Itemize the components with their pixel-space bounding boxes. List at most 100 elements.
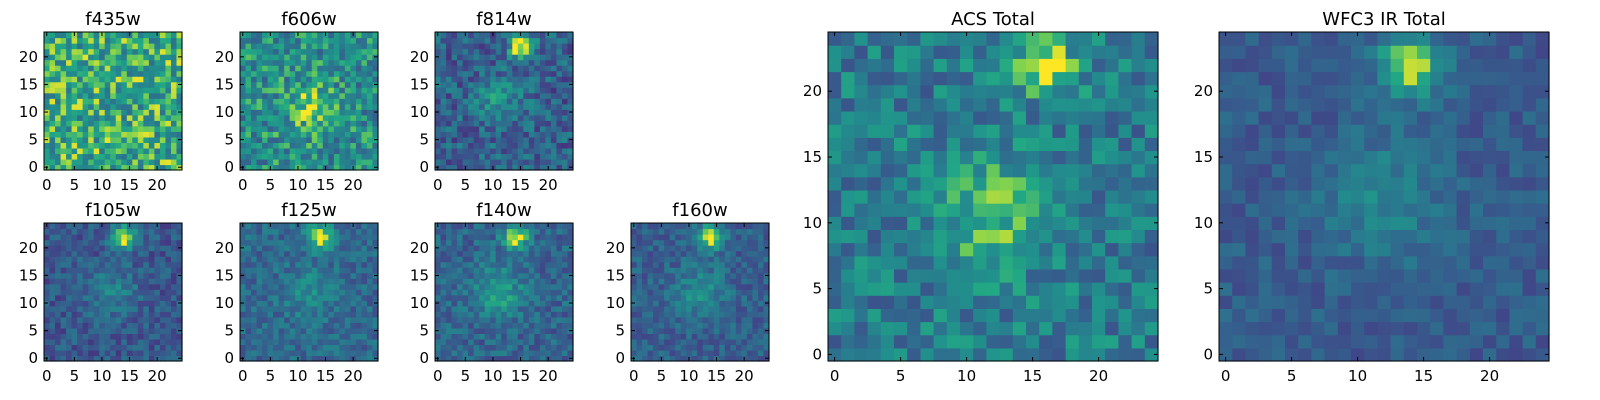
heatmap-cell [104, 327, 111, 334]
heatmap-cell [333, 327, 340, 334]
heatmap-cell [528, 261, 535, 268]
heatmap-cell [311, 43, 318, 50]
heatmap-cell [435, 65, 442, 72]
heatmap-cell [664, 355, 671, 362]
heatmap-cell [44, 333, 51, 340]
heatmap-cell [730, 267, 737, 274]
heatmap-cell [256, 54, 263, 61]
heatmap-cell [99, 278, 106, 285]
y-tick-label: 20 [606, 239, 625, 257]
heatmap-cell [528, 48, 535, 55]
heatmap-cell [366, 70, 374, 77]
heatmap-cell [523, 153, 530, 160]
heatmap-cell [176, 256, 183, 263]
heatmap-cell [44, 322, 51, 329]
heatmap-cell [506, 305, 513, 312]
heatmap-cell [278, 125, 285, 132]
heatmap-cell [289, 43, 296, 50]
heatmap-cell [115, 223, 122, 230]
heatmap-cell [440, 37, 447, 44]
heatmap-cell [512, 294, 519, 301]
heatmap-cell [468, 333, 475, 340]
heatmap-cell [523, 289, 530, 296]
heatmap-cell [484, 355, 491, 362]
heatmap-cell [361, 109, 368, 116]
heatmap-cell [99, 114, 106, 121]
heatmap-cell [550, 311, 558, 318]
heatmap-cell [451, 234, 458, 241]
heatmap-cell [556, 305, 563, 312]
heatmap-cell [306, 120, 313, 127]
heatmap-cell [697, 278, 704, 285]
heatmap-cell [322, 289, 329, 296]
heatmap-cell [724, 228, 731, 235]
heatmap-cell [344, 261, 351, 268]
heatmap-cell [240, 65, 247, 72]
heatmap-cell [1078, 334, 1093, 349]
heatmap-cell [256, 322, 263, 329]
heatmap-cell [284, 256, 291, 263]
heatmap-cell [311, 294, 318, 301]
heatmap-cell [561, 153, 569, 160]
heatmap-cell [763, 305, 770, 312]
heatmap-cell [933, 334, 948, 349]
heatmap-cell [143, 316, 150, 323]
heatmap-cell [99, 92, 106, 99]
heatmap-cell [143, 142, 150, 149]
heatmap-cell [647, 305, 654, 312]
heatmap-cell [306, 92, 313, 99]
heatmap-cell [267, 327, 274, 334]
heatmap-cell [517, 316, 524, 323]
heatmap-cell [523, 256, 530, 263]
heatmap-cell [311, 338, 318, 346]
heatmap-cell [311, 234, 318, 241]
heatmap-cell [440, 32, 447, 39]
heatmap-cell [1052, 268, 1067, 283]
heatmap-cell [273, 142, 280, 149]
heatmap-cell [550, 349, 558, 357]
heatmap-cell [686, 261, 693, 268]
y-tick-label: 10 [410, 103, 429, 121]
heatmap-cell [126, 131, 133, 138]
heatmap-cell [841, 150, 855, 165]
heatmap-cell [295, 125, 302, 132]
heatmap-cell [267, 261, 274, 268]
heatmap-cell [528, 142, 535, 149]
heatmap-cell [82, 322, 89, 329]
heatmap-cell [306, 81, 313, 88]
heatmap-cell [88, 65, 95, 72]
heatmap-cell [245, 355, 252, 362]
heatmap-cell [273, 43, 280, 50]
heatmap-cell [306, 70, 313, 77]
heatmap-cell [154, 81, 161, 88]
heatmap-cell [245, 261, 252, 268]
heatmap-cell [440, 327, 447, 334]
heatmap-cell [854, 150, 869, 165]
heatmap-cell [104, 349, 111, 357]
heatmap-cell [440, 272, 447, 279]
heatmap-cell [132, 355, 139, 362]
heatmap-cell [435, 338, 442, 346]
heatmap-cell [49, 234, 56, 241]
heatmap-cell [457, 120, 464, 127]
heatmap-cell [273, 327, 280, 334]
heatmap-cell [435, 114, 442, 121]
heatmap-cell [691, 283, 698, 290]
heatmap-cell [317, 316, 324, 323]
heatmap-cell [506, 267, 513, 274]
heatmap-cell [440, 131, 447, 138]
heatmap-cell [528, 300, 535, 307]
heatmap-cell [451, 333, 458, 340]
heatmap-cell [66, 54, 73, 61]
heatmap-cell [479, 349, 486, 357]
heatmap-cell [49, 158, 56, 166]
heatmap-cell [132, 344, 139, 351]
heatmap-cell [115, 305, 122, 312]
heatmap-cell [311, 98, 318, 105]
heatmap-cell [256, 327, 263, 334]
heatmap-cell [49, 333, 56, 340]
y-tick-label: 20 [19, 239, 38, 257]
heatmap-cell [495, 267, 502, 274]
heatmap-cell [143, 92, 150, 99]
